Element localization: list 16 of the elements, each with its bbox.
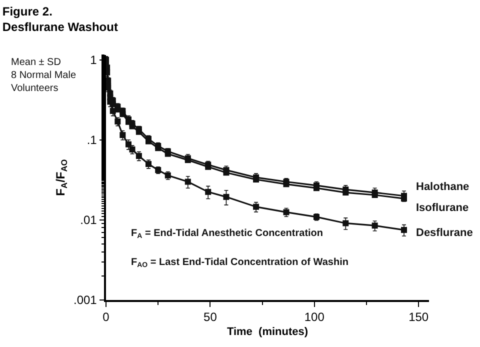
annotation: F$_{AO}$ = Last End-Tidal Concentration of Washin bbox=[131, 257, 348, 270]
y-tick-label: .001 bbox=[73, 293, 98, 308]
y-tick-label: .1 bbox=[86, 133, 98, 148]
x-axis-title: Time (minutes) bbox=[226, 326, 308, 338]
series-label: Halothane bbox=[416, 181, 470, 193]
x-tick-label: 100 bbox=[304, 310, 325, 324]
series-label: Desflurane bbox=[416, 227, 473, 239]
y-tick-label: .01 bbox=[80, 213, 98, 228]
series-label: Isoflurane bbox=[416, 202, 469, 214]
annotation: F$_{A}$ = End-Tidal Anesthetic Concentration bbox=[131, 228, 324, 240]
x-tick-label: 150 bbox=[408, 310, 429, 324]
chart-title: Figure 2. Desflurane Washout bbox=[2, 4, 118, 34]
y-tick-label: 1 bbox=[90, 53, 98, 68]
text: Mean ± SD 8 Normal Male Volunteers bbox=[11, 57, 76, 94]
x-tick-label: 0 bbox=[102, 310, 110, 324]
x-tick-label: 50 bbox=[204, 310, 218, 324]
